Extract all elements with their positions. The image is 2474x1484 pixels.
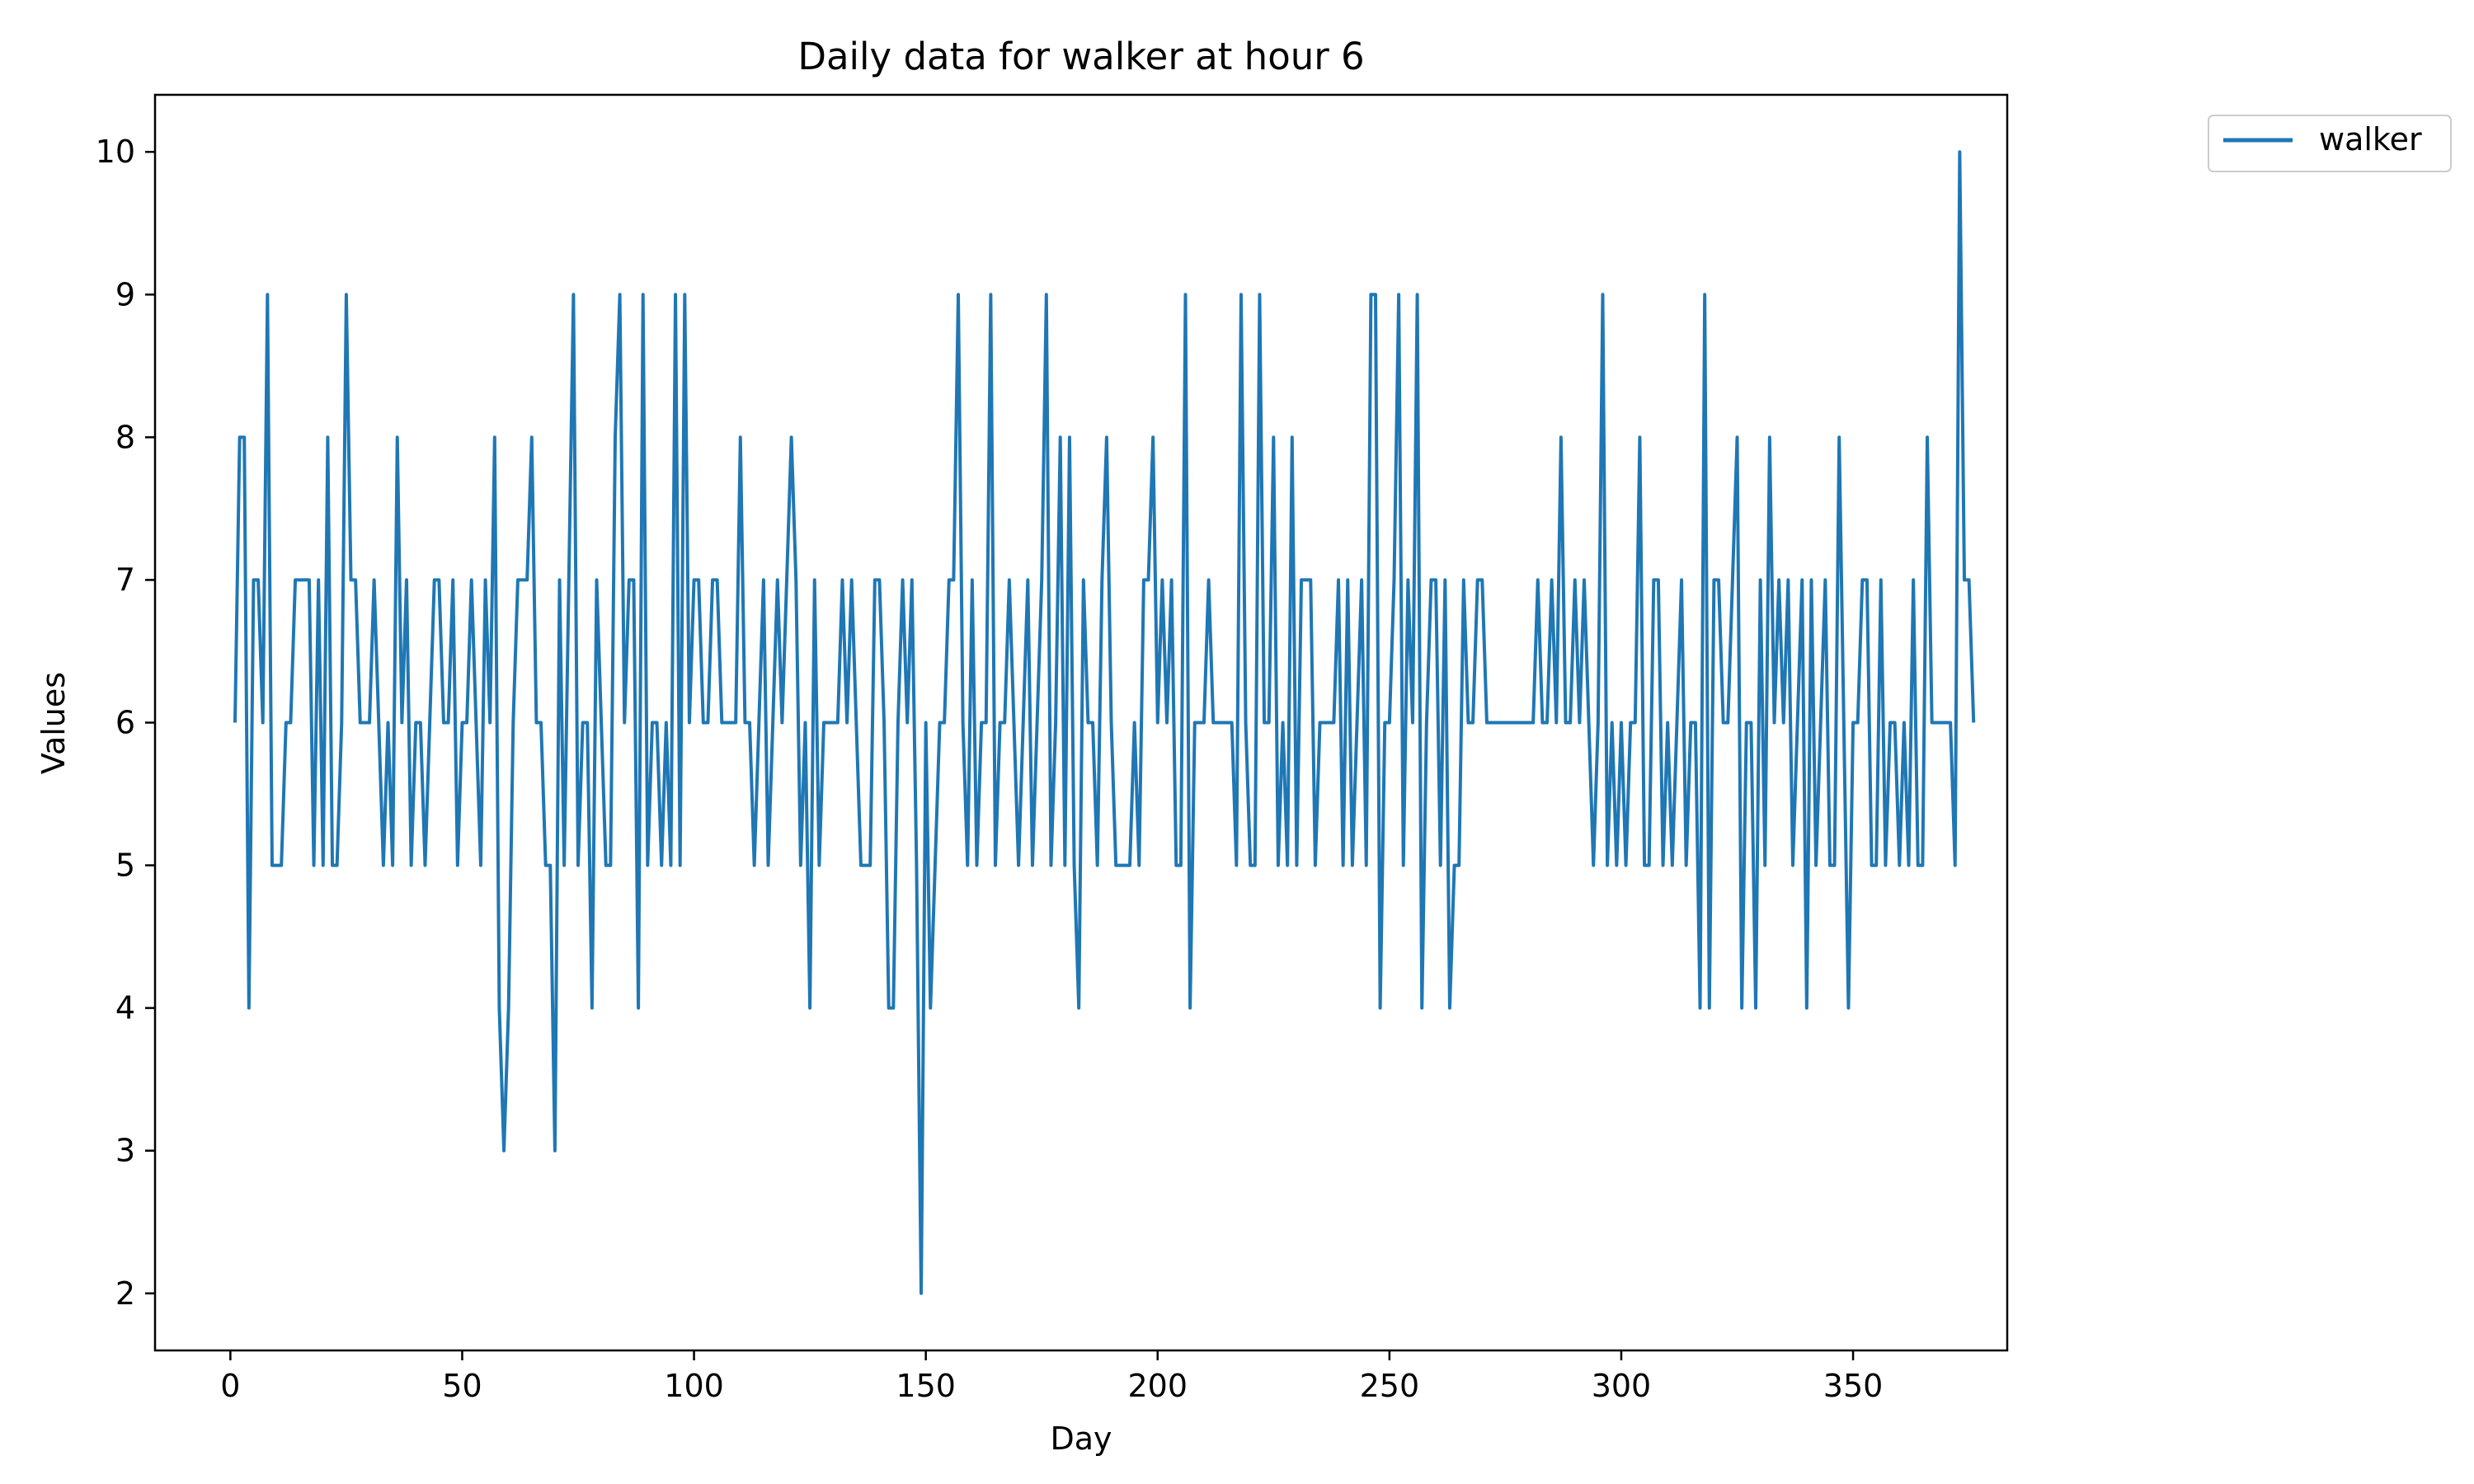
x-axis-label: Day bbox=[1050, 1421, 1112, 1457]
y-axis-label: Values bbox=[35, 672, 72, 774]
x-tick-label: 150 bbox=[896, 1368, 956, 1404]
legend-label-walker: walker bbox=[2319, 121, 2422, 157]
legend-box bbox=[2208, 115, 2452, 172]
chart-title: Daily data for walker at hour 6 bbox=[797, 35, 1364, 78]
y-tick-label: 6 bbox=[115, 705, 135, 741]
y-tick-label: 9 bbox=[115, 276, 135, 312]
x-tick-label: 250 bbox=[1360, 1368, 1420, 1404]
plot-area bbox=[233, 150, 1976, 1295]
x-tick-label: 300 bbox=[1592, 1368, 1652, 1404]
x-tick-label: 50 bbox=[442, 1368, 482, 1404]
x-tick-label: 350 bbox=[1823, 1368, 1884, 1404]
y-tick-label: 2 bbox=[115, 1275, 135, 1312]
x-tick-label: 200 bbox=[1127, 1368, 1188, 1404]
x-tick-label: 100 bbox=[664, 1368, 724, 1404]
y-tick-label: 10 bbox=[96, 134, 135, 170]
y-tick-label: 3 bbox=[115, 1133, 135, 1169]
axis-ticks: 0 50 100 150 200 250 300 350 2 3 4 5 6 7 8 9 10 bbox=[96, 134, 1884, 1404]
legend: walker bbox=[2208, 115, 2452, 172]
y-tick-label: 7 bbox=[115, 561, 135, 598]
series-line-walker bbox=[233, 150, 1976, 1295]
y-tick-label: 8 bbox=[115, 419, 135, 455]
y-tick-label: 5 bbox=[115, 848, 135, 884]
axes-frame bbox=[153, 93, 2009, 1352]
y-tick-label: 4 bbox=[115, 990, 135, 1026]
x-tick-label: 0 bbox=[220, 1368, 240, 1404]
